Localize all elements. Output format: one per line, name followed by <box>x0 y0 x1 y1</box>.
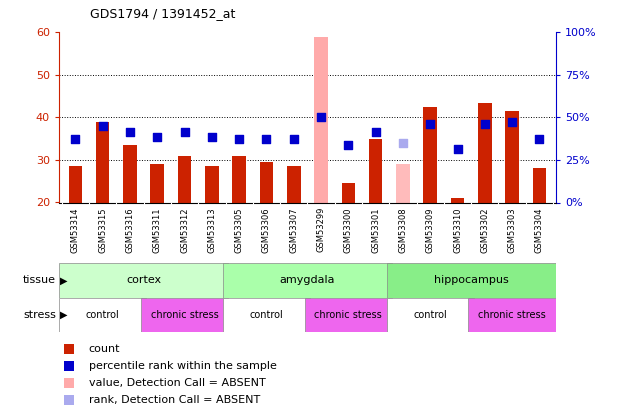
Text: GSM53300: GSM53300 <box>344 207 353 253</box>
Text: GSM53312: GSM53312 <box>180 207 189 253</box>
Bar <box>505 111 519 202</box>
Text: GSM53301: GSM53301 <box>371 207 380 253</box>
Bar <box>123 145 137 202</box>
Point <box>289 135 299 142</box>
Text: control: control <box>250 310 283 320</box>
Bar <box>451 198 465 202</box>
Point <box>398 140 408 146</box>
Text: GSM53302: GSM53302 <box>480 207 489 253</box>
Text: ▶: ▶ <box>60 275 68 286</box>
Text: chronic stress: chronic stress <box>151 310 219 320</box>
Point <box>70 135 80 142</box>
Text: GSM53313: GSM53313 <box>207 207 216 253</box>
Point <box>64 397 74 403</box>
Bar <box>478 102 492 202</box>
Point <box>425 121 435 127</box>
Bar <box>205 166 219 202</box>
Bar <box>232 156 246 202</box>
Point <box>535 135 545 142</box>
Bar <box>68 166 82 202</box>
Text: rank, Detection Call = ABSENT: rank, Detection Call = ABSENT <box>89 395 260 405</box>
Text: GSM53299: GSM53299 <box>317 207 325 252</box>
Bar <box>468 298 556 332</box>
Text: GDS1794 / 1391452_at: GDS1794 / 1391452_at <box>90 7 235 20</box>
Point <box>207 133 217 140</box>
Bar <box>533 168 546 202</box>
Text: control: control <box>86 310 120 320</box>
Bar <box>223 263 392 298</box>
Point <box>453 146 463 153</box>
Text: GSM53306: GSM53306 <box>262 207 271 253</box>
Text: percentile rank within the sample: percentile rank within the sample <box>89 361 277 371</box>
Text: GSM53305: GSM53305 <box>235 207 243 253</box>
Point <box>64 362 74 369</box>
Point <box>97 123 107 129</box>
Point <box>261 135 271 142</box>
Point <box>371 129 381 136</box>
Text: GSM53307: GSM53307 <box>289 207 298 253</box>
Bar <box>342 183 355 202</box>
Text: GSM53303: GSM53303 <box>507 207 517 253</box>
Text: GSM53316: GSM53316 <box>125 207 135 253</box>
Bar <box>386 298 474 332</box>
Bar <box>141 298 229 332</box>
Text: GSM53314: GSM53314 <box>71 207 80 253</box>
Point <box>125 129 135 136</box>
Text: hippocampus: hippocampus <box>434 275 509 286</box>
Text: tissue: tissue <box>23 275 56 286</box>
Bar <box>150 164 164 202</box>
Bar <box>260 162 273 202</box>
Point <box>480 121 490 127</box>
Point <box>316 114 326 121</box>
Bar <box>287 166 301 202</box>
Text: control: control <box>414 310 447 320</box>
Text: GSM53308: GSM53308 <box>399 207 407 253</box>
Bar <box>59 263 229 298</box>
Bar <box>59 298 147 332</box>
Text: stress: stress <box>23 310 56 320</box>
Text: GSM53310: GSM53310 <box>453 207 462 253</box>
Point <box>343 142 353 148</box>
Bar <box>369 139 383 202</box>
Bar <box>96 122 109 202</box>
Bar <box>396 164 410 202</box>
Point <box>64 345 74 352</box>
Text: chronic stress: chronic stress <box>478 310 546 320</box>
Bar <box>178 156 191 202</box>
Text: GSM53304: GSM53304 <box>535 207 544 253</box>
Text: ▶: ▶ <box>60 310 68 320</box>
Text: amygdala: amygdala <box>279 275 335 286</box>
Point <box>234 135 244 142</box>
Text: cortex: cortex <box>126 275 161 286</box>
Bar <box>223 298 310 332</box>
Point <box>179 129 189 136</box>
Text: chronic stress: chronic stress <box>314 310 382 320</box>
Point <box>152 133 162 140</box>
Text: count: count <box>89 343 120 354</box>
Text: GSM53315: GSM53315 <box>98 207 107 253</box>
Point <box>507 118 517 125</box>
Bar <box>386 263 556 298</box>
Text: GSM53311: GSM53311 <box>153 207 161 253</box>
Bar <box>424 107 437 202</box>
Point <box>64 380 74 386</box>
Bar <box>305 298 392 332</box>
Text: GSM53309: GSM53309 <box>426 207 435 253</box>
Text: value, Detection Call = ABSENT: value, Detection Call = ABSENT <box>89 378 266 388</box>
Bar <box>314 37 328 202</box>
